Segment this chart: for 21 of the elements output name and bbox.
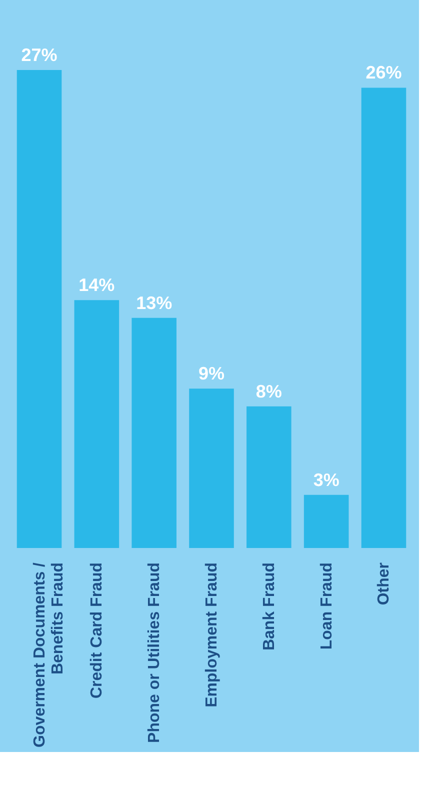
data-label: 27% xyxy=(21,45,58,65)
bar xyxy=(74,300,120,548)
data-label: 3% xyxy=(313,470,340,490)
data-label: 8% xyxy=(256,381,282,402)
data-label: 26% xyxy=(366,62,402,83)
data-label: 9% xyxy=(198,364,225,384)
bar xyxy=(16,70,62,548)
bar xyxy=(246,406,292,548)
data-label: 14% xyxy=(78,275,115,296)
x-tick-label: Employment Fraud xyxy=(204,562,220,708)
x-tick-label: Phone or Utilities Fraud xyxy=(146,562,164,743)
bar xyxy=(304,494,349,548)
x-tick-label: Credit Card Fraud xyxy=(88,562,106,699)
x-tick-label: Goverment Documents / Benefits Fraud xyxy=(31,562,66,748)
x-tick-label: Loan Fraud xyxy=(318,562,336,650)
bar xyxy=(361,88,406,548)
x-tick-label: Other xyxy=(376,562,393,606)
data-label: 13% xyxy=(136,292,172,313)
x-tick-label: Bank Fraud xyxy=(260,562,278,651)
bar xyxy=(132,318,176,548)
bar xyxy=(189,388,234,548)
